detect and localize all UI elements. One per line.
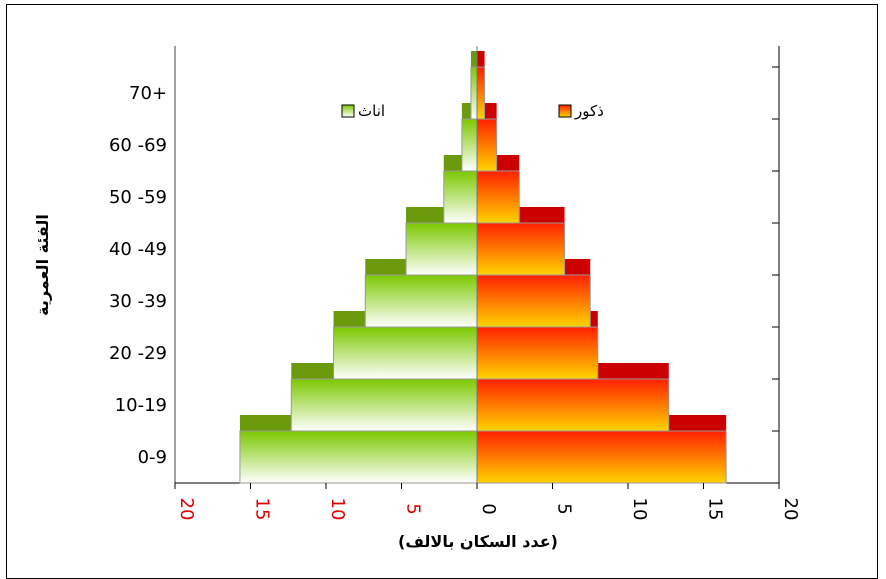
- x-tick-label: 15: [705, 498, 726, 521]
- female-bar-depth: [470, 51, 477, 67]
- y-tick-label: 20 -29: [109, 343, 167, 364]
- x-tick-label: 10: [327, 498, 348, 521]
- male-bar: [476, 170, 520, 224]
- y-tick-label: 50 -59: [109, 187, 167, 208]
- male-bar: [476, 66, 486, 120]
- male-bar: [476, 118, 498, 172]
- male-bar-depth: [477, 51, 485, 67]
- legend-swatch-female: [341, 104, 355, 118]
- y-axis-title: الفئة العمرية: [33, 214, 52, 316]
- x-axis-title: (عدد السكان بالالف): [398, 532, 558, 551]
- x-tick-label: 0: [478, 503, 499, 514]
- female-bar: [290, 378, 478, 432]
- y-tick-label: 70+: [129, 83, 167, 104]
- female-bar: [364, 274, 478, 328]
- legend: ذكور اناث: [341, 102, 604, 120]
- legend-label-male: ذكور: [574, 102, 604, 120]
- x-tick-label: 10: [629, 498, 650, 521]
- y-tick-label: 10-19: [115, 395, 167, 416]
- x-tick-label: 5: [554, 503, 575, 514]
- female-bar: [461, 118, 478, 172]
- male-bar: [476, 378, 670, 432]
- legend-swatch-male: [558, 104, 572, 118]
- x-tick-label: 20: [176, 498, 197, 521]
- female-bar: [333, 326, 478, 380]
- y-tick-label: 0-9: [138, 447, 167, 468]
- x-tick-label: 15: [252, 498, 273, 521]
- female-bar: [405, 222, 478, 276]
- male-bar: [476, 430, 727, 484]
- y-tick-label: 30 -39: [109, 291, 167, 312]
- female-bar: [443, 170, 478, 224]
- population-pyramid-chart: 0-9 10-19 20 -29 30 -39 40 -49 50 -59 60 -69 70…: [33, 46, 801, 551]
- x-tick-label: 5: [403, 503, 424, 514]
- male-bar: [476, 222, 566, 276]
- female-bar: [470, 66, 478, 120]
- y-tick-label: 40 -49: [109, 239, 167, 260]
- x-tick-label: 20: [780, 498, 801, 521]
- male-bar: [476, 274, 591, 328]
- legend-label-female: اناث: [358, 102, 385, 120]
- male-bar: [476, 326, 599, 380]
- y-tick-label: 60 -69: [109, 135, 167, 156]
- female-bar: [239, 430, 478, 484]
